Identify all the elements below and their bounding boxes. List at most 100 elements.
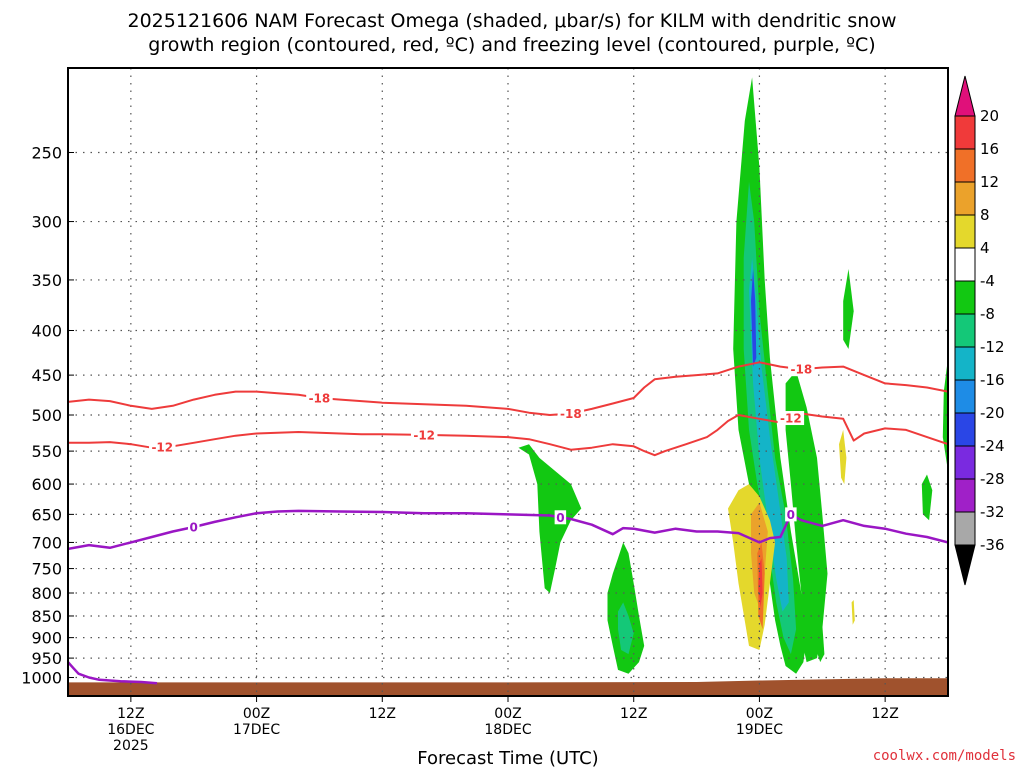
x-tick-label: 2025 <box>113 738 149 754</box>
omega-region-17 <box>851 600 855 625</box>
omega-shading <box>518 77 948 674</box>
y-tick-label: 700 <box>31 533 62 552</box>
colorbar-bin <box>954 313 976 348</box>
chart-title-line1: 2025121606 NAM Forecast Omega (shaded, μ… <box>128 10 897 32</box>
contour-label-bg <box>785 507 797 522</box>
y-tick-label: 450 <box>31 366 62 385</box>
omega-region-1 <box>607 542 645 674</box>
colorbar-label: 12 <box>980 173 999 191</box>
x-tick-label: 12Z <box>369 706 396 722</box>
x-tick-label: 12Z <box>117 706 144 722</box>
colorbar-bin <box>954 379 976 414</box>
contour-label-bg <box>788 362 815 377</box>
y-tick-label: 500 <box>31 406 62 425</box>
colorbar: 20 16 12 8 4 -4 -8 -12 -16 -20 -24 -28 -32 -36 <box>954 75 1005 586</box>
colorbar-label: -36 <box>980 536 1005 554</box>
omega-region-16 <box>839 429 847 485</box>
contour-label: -18 <box>790 363 812 377</box>
temperature-contours: -18 -18 -18 -12 -12 -12 0 0 0 <box>68 361 948 685</box>
contour-label-bg <box>187 519 200 534</box>
colorbar-bin <box>954 445 976 480</box>
colorbar-bin <box>954 247 976 282</box>
colorbar-label: 4 <box>980 239 990 257</box>
y-tick-label: 600 <box>31 475 62 494</box>
contour-label: -18 <box>309 391 331 405</box>
x-tick-label: 18DEC <box>484 722 531 738</box>
contour--18 <box>68 361 948 416</box>
y-tick-label: 650 <box>31 505 62 524</box>
y-axis-ticks: 250 300 350 400 450 500 550 600 650 700 750 800 850 9… <box>21 144 74 688</box>
contour-label-bg <box>557 406 585 421</box>
y-tick-label: 850 <box>31 607 62 626</box>
colorbar-label: -8 <box>980 305 995 323</box>
colorbar-bin <box>954 214 976 249</box>
x-tick-label: 12Z <box>871 706 898 722</box>
colorbar-label: -4 <box>980 272 995 290</box>
contour-label: -12 <box>413 428 435 442</box>
contour-0 <box>68 509 948 551</box>
contour-label: -12 <box>151 440 173 454</box>
x-tick-label: 12Z <box>620 706 647 722</box>
y-tick-label: 550 <box>31 442 62 461</box>
contour-0-surface <box>68 661 158 685</box>
y-tick-label: 950 <box>31 649 62 668</box>
colorbar-label: -24 <box>980 437 1005 455</box>
colorbar-label: 16 <box>980 140 999 158</box>
x-tick-label: 19DEC <box>736 722 783 738</box>
site-credit: coolwx.com/models <box>873 748 1016 764</box>
chart-title-line2: growth region (contoured, red, ºC) and f… <box>148 34 875 56</box>
omega-region-8 <box>843 269 854 349</box>
colorbar-label: 8 <box>980 206 990 224</box>
colorbar-extend-bottom <box>954 544 976 586</box>
omega-region-0 <box>518 444 582 593</box>
contour-label-bg <box>149 439 176 454</box>
contour--12 <box>68 412 948 457</box>
y-tick-label: 400 <box>31 322 62 341</box>
contour-label-bg <box>306 390 333 405</box>
colorbar-bin <box>954 148 976 183</box>
ground-fill <box>68 678 948 696</box>
colorbar-bin <box>954 181 976 216</box>
omega-region-11 <box>815 620 825 663</box>
y-tick-label: 350 <box>31 271 62 290</box>
colorbar-label: -12 <box>980 338 1005 356</box>
contour-label-bg <box>410 427 438 442</box>
colorbar-bin <box>954 412 976 447</box>
x-axis-label: Forecast Time (UTC) <box>417 748 598 768</box>
colorbar-label: -32 <box>980 503 1005 521</box>
omega-region-2 <box>618 602 634 655</box>
y-tick-label: 300 <box>31 213 62 232</box>
colorbar-bin <box>954 346 976 381</box>
x-tick-label: 00Z <box>494 706 521 722</box>
colorbar-bin <box>954 511 976 546</box>
y-tick-label: 750 <box>31 560 62 579</box>
colorbar-label: 20 <box>980 107 999 125</box>
omega-region-7 <box>785 370 828 663</box>
ground-terrain <box>68 678 948 696</box>
contour-label: 0 <box>556 511 564 525</box>
contour-label: 0 <box>787 508 795 522</box>
omega-region-6 <box>751 269 757 367</box>
colorbar-label: -16 <box>980 371 1005 389</box>
y-tick-label: 900 <box>31 629 62 648</box>
y-tick-label: 1000 <box>21 669 62 688</box>
contour-label: -12 <box>780 412 802 426</box>
contour-label: -18 <box>560 407 582 421</box>
y-tick-label: 250 <box>31 144 62 163</box>
colorbar-bin <box>954 115 976 150</box>
x-tick-label: 00Z <box>746 706 773 722</box>
contour-label-bg <box>554 510 567 525</box>
y-tick-label: 800 <box>31 584 62 603</box>
contour-label: 0 <box>190 520 198 534</box>
omega-region-10 <box>921 474 933 521</box>
colorbar-label: -20 <box>980 404 1005 422</box>
x-tick-label: 16DEC <box>107 722 154 738</box>
colorbar-extend-top <box>954 75 976 117</box>
colorbar-label: -28 <box>980 470 1005 488</box>
x-tick-label: 00Z <box>243 706 270 722</box>
colorbar-bin <box>954 478 976 513</box>
colorbar-bin <box>954 280 976 315</box>
x-tick-label: 17DEC <box>233 722 280 738</box>
